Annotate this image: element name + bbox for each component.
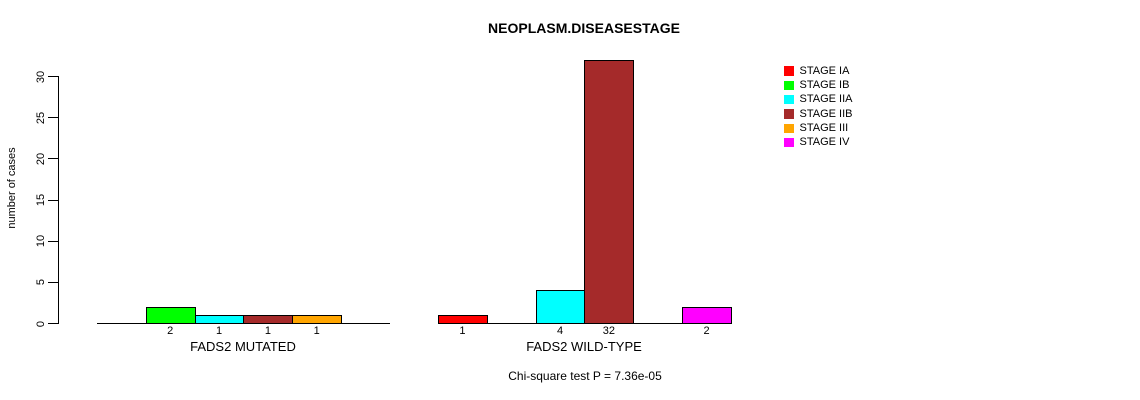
legend-label: STAGE IIB — [799, 107, 853, 120]
annotation-chi-square: Chi-square test P = 7.36e-05 — [508, 369, 662, 383]
y-axis-tick-label: 10 — [35, 235, 47, 248]
legend-row: STAGE IIA — [784, 93, 852, 107]
bar-value-label: 4 — [557, 325, 564, 337]
y-axis-tick — [48, 158, 58, 160]
bar-stage-iib — [243, 314, 294, 324]
legend-label: STAGE III — [799, 121, 849, 134]
chart-title: NEOPLASM.DISEASESTAGE — [488, 20, 680, 36]
bar-value-label: 1 — [216, 325, 223, 337]
legend-swatch-icon — [784, 66, 794, 76]
legend-swatch-icon — [784, 94, 794, 105]
legend-label: STAGE IB — [799, 78, 850, 91]
bar-stage-ib — [145, 306, 196, 324]
legend-swatch-icon — [784, 123, 794, 134]
y-axis-tick — [48, 199, 58, 201]
y-axis-tick — [48, 281, 58, 283]
bar-stage-iii — [292, 314, 343, 324]
legend-swatch-icon — [784, 137, 794, 148]
legend-swatch-icon — [784, 109, 794, 119]
legend-row: STAGE III — [784, 121, 852, 135]
y-axis-tick — [48, 240, 58, 242]
legend-row: STAGE IA — [784, 64, 852, 78]
bar-value-label: 1 — [313, 325, 320, 337]
y-axis-tick-label: 25 — [35, 111, 47, 124]
legend-row: STAGE IB — [784, 78, 852, 92]
y-axis-tick-label: 20 — [35, 152, 47, 165]
legend-label: STAGE IV — [799, 136, 850, 149]
bar-stage-ia — [438, 314, 488, 324]
y-axis-tick — [48, 76, 58, 77]
legend-swatch-icon — [784, 80, 794, 91]
y-axis-tick — [48, 117, 58, 119]
y-axis-tick-label: 5 — [35, 279, 47, 286]
legend-row: STAGE IV — [784, 135, 852, 149]
bar-value-label: 2 — [703, 325, 710, 337]
bar-value-label: 2 — [167, 325, 174, 337]
legend-label: STAGE IIA — [799, 93, 853, 106]
bar-stage-iia — [535, 290, 586, 324]
y-axis-line — [58, 76, 59, 324]
y-axis-tick-label: 30 — [35, 70, 47, 83]
y-axis-tick-label: 0 — [35, 320, 47, 327]
bar-value-label: 1 — [264, 325, 271, 337]
y-axis-tick-label: 15 — [35, 193, 47, 207]
group-label-fads2-wild-type: FADS2 WILD-TYPE — [526, 339, 642, 354]
legend-row: STAGE IIB — [784, 107, 852, 121]
legend-label: STAGE IA — [799, 64, 850, 77]
y-axis-tick — [48, 323, 58, 324]
bar-value-label: 32 — [602, 325, 616, 337]
bar-value-label: 1 — [459, 325, 466, 337]
bar-stage-iv — [682, 306, 732, 324]
group-label-fads2-mutated: FADS2 MUTATED — [190, 339, 296, 354]
bar-stage-iib — [584, 59, 635, 324]
legend: STAGE IA STAGE IB STAGE IIA STAGE IIB STAGE … — [784, 64, 852, 150]
y-axis-label: number of cases — [6, 147, 18, 229]
bar-stage-iia — [194, 314, 245, 324]
